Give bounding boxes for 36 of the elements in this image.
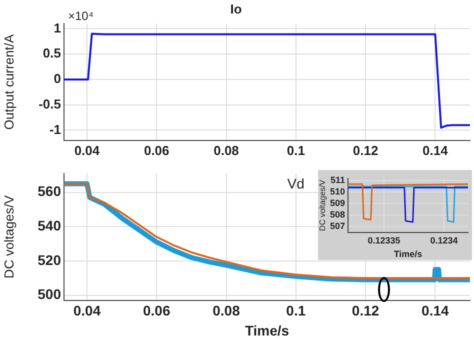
y-tick-label: -0.5 [38, 96, 61, 112]
x-tick-label: 0.04 [74, 142, 100, 158]
y-tick-label: 520 [38, 252, 62, 268]
x-tick-label: 0.1 [286, 142, 305, 158]
x-tick-label: 0.1234 [430, 235, 458, 246]
chart-title: Vd [287, 175, 304, 192]
chart-title: Io [230, 1, 242, 16]
y-tick-label: 511 [330, 175, 345, 186]
y-tick-label: 560 [38, 183, 62, 200]
x-tick-label: 0.12 [352, 142, 378, 158]
x-tick-label: 0.12 [352, 302, 380, 319]
y-tick-label: 508 [330, 210, 345, 220]
y-tick-label: 0 [54, 71, 61, 86]
y-tick-label: 509 [330, 198, 345, 208]
x-axis-title: Time/s [394, 249, 422, 260]
y-tick-label: 540 [38, 217, 62, 234]
x-tick-label: 0.12335 [368, 235, 400, 246]
x-tick-label: 0.08 [214, 142, 239, 158]
y-tick-label: -1 [49, 122, 61, 137]
text: ×10⁴ [68, 8, 94, 23]
y-tick-label: 500 [38, 286, 62, 302]
x-tick-label: 0.04 [73, 302, 101, 319]
x-axis-title: Time/s [244, 322, 290, 338]
x-tick-label: 0.06 [144, 142, 170, 158]
x-tick-label: 0.14 [422, 142, 449, 158]
y-tick-label: 0.5 [42, 46, 61, 61]
y-tick-label: 510 [330, 186, 345, 197]
y-axis-title: DC voltages/V [1, 195, 16, 278]
y-tick-label: 1 [54, 20, 61, 36]
y-tick-label: 507 [330, 221, 345, 232]
y-axis-title: DC voltages/V [318, 179, 328, 231]
y-axis-title: Output current/A [1, 34, 16, 130]
x-tick-label: 0.1 [286, 302, 306, 319]
x-tick-label: 0.06 [142, 302, 170, 319]
x-tick-label: 0.08 [212, 302, 240, 319]
x-tick-label: 0.14 [422, 302, 450, 319]
